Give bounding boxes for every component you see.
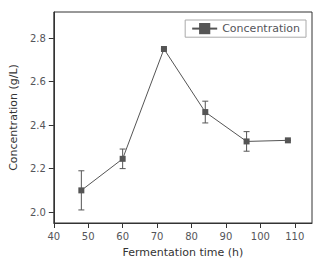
svg-text:2.2: 2.2 [30, 163, 46, 174]
svg-text:2.6: 2.6 [30, 76, 46, 87]
svg-text:80: 80 [185, 231, 198, 242]
svg-text:100: 100 [251, 231, 270, 242]
svg-text:110: 110 [285, 231, 304, 242]
svg-text:70: 70 [151, 231, 164, 242]
svg-text:50: 50 [82, 231, 95, 242]
svg-text:Concentration (g/L): Concentration (g/L) [7, 64, 20, 171]
svg-text:60: 60 [116, 231, 129, 242]
svg-text:Fermentation time (h): Fermentation time (h) [122, 246, 243, 259]
svg-text:40: 40 [47, 231, 60, 242]
svg-text:90: 90 [220, 231, 233, 242]
svg-text:2.8: 2.8 [30, 33, 46, 44]
svg-text:2.0: 2.0 [30, 207, 46, 218]
svg-text:Concentration: Concentration [222, 22, 300, 35]
svg-text:2.4: 2.4 [30, 120, 46, 131]
